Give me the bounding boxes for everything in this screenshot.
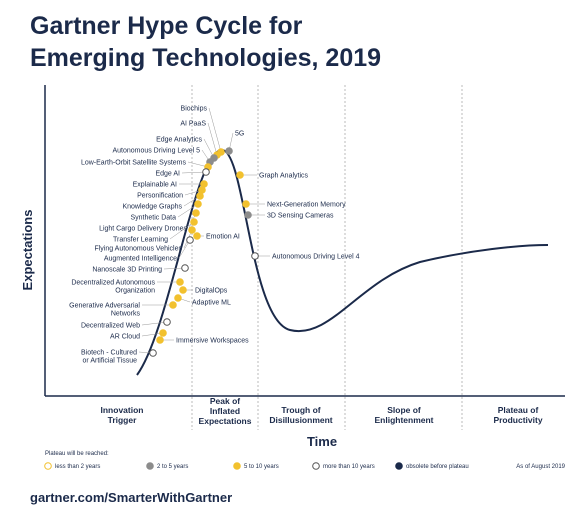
tech-label: Next-Generation Memory — [267, 202, 346, 209]
tech-label: DigitalOps — [195, 288, 228, 295]
tech-label: Networks — [111, 311, 141, 318]
hype-curve — [136, 148, 549, 376]
legend-title: Plateau will be reached: — [45, 451, 109, 457]
tech-dot — [242, 200, 250, 208]
tech-label: Edge AI — [155, 171, 180, 178]
leader-line — [169, 221, 195, 240]
tech-dot — [186, 236, 194, 244]
tech-dot — [169, 301, 177, 309]
y-label: Expectations — [20, 210, 35, 291]
leader-line — [181, 171, 207, 174]
leader-line — [141, 321, 168, 326]
x-label: Time — [307, 434, 337, 449]
legend-label: 5 to 10 years — [244, 464, 279, 470]
tech-label: Decentralized Web — [81, 323, 140, 330]
leader-line — [208, 107, 222, 153]
tech-dot — [194, 200, 202, 208]
tech-label: Adaptive ML — [192, 300, 231, 307]
tech-label: Personification — [137, 193, 183, 200]
tech-dot — [179, 286, 187, 294]
tech-dot — [244, 211, 252, 219]
phase-label: Innovation — [101, 405, 144, 415]
tech-label: Light Cargo Delivery Drones — [99, 226, 187, 233]
tech-label: or Artificial Tissue — [83, 358, 138, 365]
tech-label: Low-Earth-Orbit Satellite Systems — [81, 160, 187, 167]
phase-label: Productivity — [493, 415, 542, 425]
tech-label: Immersive Workspaces — [176, 338, 249, 345]
tech-label: Biotech - Cultured — [81, 350, 137, 357]
tech-dot — [174, 294, 182, 302]
title-line: Gartner Hype Cycle for — [30, 12, 303, 40]
tech-dot — [251, 252, 259, 260]
tech-label: AI PaaS — [180, 121, 206, 128]
tech-dot — [181, 264, 189, 272]
footer-url: gartner.com/SmarterWithGartner — [30, 490, 232, 505]
tech-dot — [159, 329, 167, 337]
legend-dot — [395, 462, 403, 470]
tech-dot — [225, 147, 233, 155]
legend-dot — [312, 462, 320, 470]
legend-label: more than 10 years — [323, 464, 375, 470]
tech-dot — [236, 171, 244, 179]
legend-label: 2 to 5 years — [157, 464, 188, 470]
tech-label: Flying Autonomous Vehicles — [94, 246, 182, 253]
phase-label: Enlightenment — [374, 415, 433, 425]
tech-dot — [149, 349, 157, 357]
tech-label: Explainable AI — [133, 182, 177, 189]
tech-label: Emotion AI — [206, 234, 240, 241]
tech-label: AR Cloud — [110, 334, 140, 341]
tech-label: Graph Analytics — [259, 173, 309, 180]
tech-dot — [188, 226, 196, 234]
tech-dot — [196, 192, 204, 200]
tech-label: Transfer Learning — [113, 237, 168, 244]
legend-dot — [233, 462, 241, 470]
tech-dot — [193, 232, 201, 240]
legend-label: less than 2 years — [55, 464, 100, 470]
tech-dot — [156, 336, 164, 344]
tech-label: Autonomous Driving Level 4 — [272, 254, 360, 261]
phase-label: Peak of — [210, 396, 240, 406]
tech-label: 3D Sensing Cameras — [267, 213, 334, 220]
legend-dot — [44, 462, 52, 470]
phase-label: Inflated — [210, 406, 240, 416]
tech-label: 5G — [235, 131, 244, 138]
phase-label: Expectations — [199, 416, 252, 426]
legend-label: obsolete before plateau — [406, 464, 469, 470]
legend-dot — [146, 462, 154, 470]
tech-label: Generative Adversarial — [69, 303, 140, 310]
phase-label: Disillusionment — [269, 415, 332, 425]
legend-note: As of August 2019 — [516, 464, 565, 470]
tech-label: Knowledge Graphs — [122, 204, 182, 211]
tech-dot — [202, 168, 210, 176]
tech-label: Edge Analytics — [156, 137, 202, 144]
tech-label: Organization — [115, 288, 155, 295]
tech-dot — [190, 218, 198, 226]
leader-line — [177, 203, 199, 218]
tech-dot — [163, 318, 171, 326]
tech-dot — [192, 209, 200, 217]
phase-label: Trough of — [281, 405, 320, 415]
tech-label: Nanoscale 3D Printing — [92, 267, 162, 274]
tech-label: Synthetic Data — [130, 215, 176, 222]
tech-label: Augmented Intelligence — [104, 256, 177, 263]
phase-label: Trigger — [108, 415, 138, 425]
tech-label: Autonomous Driving Level 5 — [112, 148, 200, 155]
tech-label: Biochips — [181, 106, 208, 113]
tech-label: Decentralized Autonomous — [71, 280, 155, 287]
leader-line — [207, 122, 218, 156]
phase-label: Plateau of — [498, 405, 539, 415]
phase-label: Slope of — [387, 405, 421, 415]
title-line: Emerging Technologies, 2019 — [30, 44, 381, 72]
tech-dot — [176, 278, 184, 286]
